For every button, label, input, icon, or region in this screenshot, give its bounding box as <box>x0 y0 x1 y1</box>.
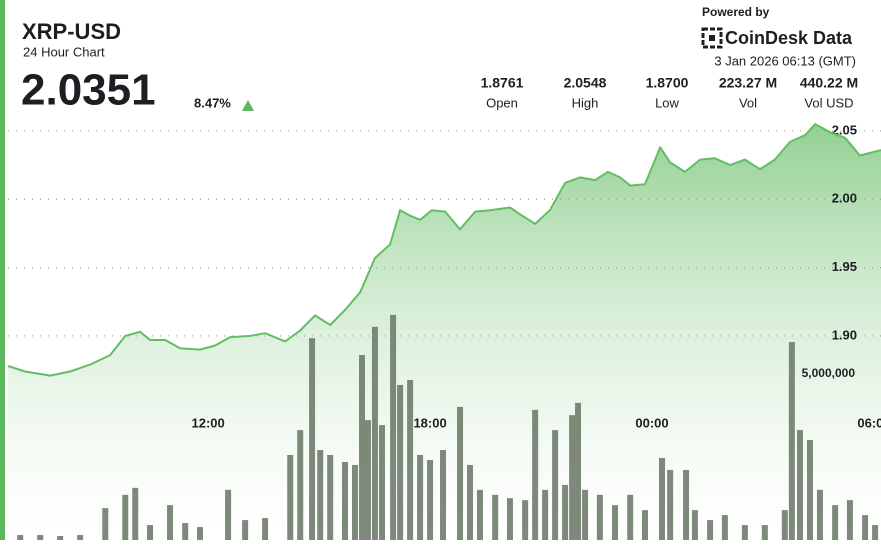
up-arrow <box>242 100 254 111</box>
volume-bar <box>309 338 316 540</box>
volume-bar <box>417 455 424 540</box>
powered-by: Powered by <box>702 5 770 19</box>
volume-bar <box>575 402 582 540</box>
volume-bar <box>816 489 823 540</box>
volume-bar <box>242 520 249 540</box>
stat-value: 440.22 M <box>800 75 858 91</box>
stat-value: 1.8700 <box>646 75 689 91</box>
volume-bar <box>562 484 569 540</box>
volume-bar <box>327 455 334 540</box>
volume-bar <box>371 326 378 540</box>
subtitle: 24 Hour Chart <box>23 44 105 59</box>
price-line <box>7 123 881 377</box>
volume-bar <box>378 425 385 540</box>
volume-bar <box>872 525 879 540</box>
volume-bar <box>641 510 648 540</box>
volume-bar <box>788 342 795 540</box>
x-tick-label: 00:00 <box>635 415 668 430</box>
volume-bar <box>506 498 513 540</box>
volume-bar <box>57 536 64 540</box>
stat-value: 223.27 M <box>719 75 777 91</box>
volume-bar <box>317 450 324 540</box>
volume-bar <box>262 518 269 540</box>
volume-bar <box>522 500 529 540</box>
volume-bar <box>225 489 232 540</box>
volume-bar <box>659 457 666 540</box>
volume-bar <box>477 489 484 540</box>
volume-bar <box>627 494 634 540</box>
volume-bar <box>287 455 294 540</box>
volume-bar <box>147 525 154 540</box>
y-tick-label: 2.00 <box>832 191 857 206</box>
stat-label: Vol USD <box>804 95 853 110</box>
volume-bar <box>17 535 24 540</box>
volume-bar <box>102 508 109 540</box>
volume-bar <box>351 464 358 540</box>
volume-bar <box>182 523 189 540</box>
timestamp: 3 Jan 2026 06:13 (GMT) <box>714 53 856 68</box>
volume-bar <box>761 525 768 540</box>
y-tick-label: 1.95 <box>832 259 857 274</box>
volume-bar <box>427 459 434 540</box>
x-tick-label: 18:00 <box>413 415 446 430</box>
volume-bar <box>741 525 748 540</box>
volume-bar <box>667 469 674 540</box>
volume-bar <box>781 510 788 540</box>
volume-bar <box>457 406 464 540</box>
y-tick-label: 2.05 <box>832 122 857 137</box>
volume-bar <box>440 450 447 540</box>
volume-bar <box>341 461 348 540</box>
volume-bar <box>862 515 869 540</box>
price: 2.0351 <box>21 66 156 115</box>
stat-value: 1.8761 <box>481 75 524 91</box>
volume-bar <box>569 415 576 540</box>
stat-label: Open <box>486 95 518 110</box>
volume-bar <box>542 489 549 540</box>
volume-bar <box>796 430 803 540</box>
title: XRP-USD <box>22 19 121 44</box>
volume-bar <box>132 487 139 540</box>
volume-bar <box>359 355 366 540</box>
x-tick-label: 12:00 <box>191 415 224 430</box>
volume-bar <box>832 505 839 540</box>
volume-bar <box>582 489 589 540</box>
volume-bar <box>683 469 690 540</box>
volume-bar <box>77 535 84 540</box>
volume-bar <box>492 494 499 540</box>
volume-bar <box>721 515 728 540</box>
x-tick-label: 06:00 <box>857 415 881 430</box>
volume-bar <box>467 464 474 540</box>
stat-label: Low <box>655 95 679 110</box>
volume-bar <box>806 440 813 540</box>
volume-bar <box>297 430 304 540</box>
brand: CoinDesk Data <box>725 28 853 48</box>
brand-logo <box>701 27 723 49</box>
volume-bar <box>612 505 619 540</box>
stats: 1.8761 Open 2.0548 High 1.8700 Low 223.27 M Vol… <box>481 75 859 111</box>
volume-bar <box>552 430 559 540</box>
stat-value: 2.0548 <box>564 75 607 91</box>
volume-bar <box>691 510 698 540</box>
volume-bar <box>390 314 397 540</box>
change: 8.47% <box>194 95 231 110</box>
y-tick-label: 1.90 <box>832 327 857 342</box>
volume-bar <box>596 494 603 540</box>
volume-bar <box>364 420 371 540</box>
volume-bar <box>397 384 404 540</box>
price-area <box>8 124 881 540</box>
volume-bar <box>37 535 44 540</box>
volume-bar <box>122 494 129 540</box>
volume-bar <box>846 500 853 540</box>
volume-bar <box>707 520 714 540</box>
plot: 1.90 1.95 2.00 2.05 5,000,000 12:00 18:00 00:00… <box>7 122 881 540</box>
volume-bar <box>196 527 203 540</box>
stat-label: Vol <box>739 95 757 110</box>
volume-bar <box>407 379 414 540</box>
volume-bar <box>532 409 539 540</box>
volume-bar <box>167 505 174 540</box>
stat-label: High <box>572 95 599 110</box>
y2-tick-label: 5,000,000 <box>802 366 856 380</box>
left-border <box>0 0 5 540</box>
